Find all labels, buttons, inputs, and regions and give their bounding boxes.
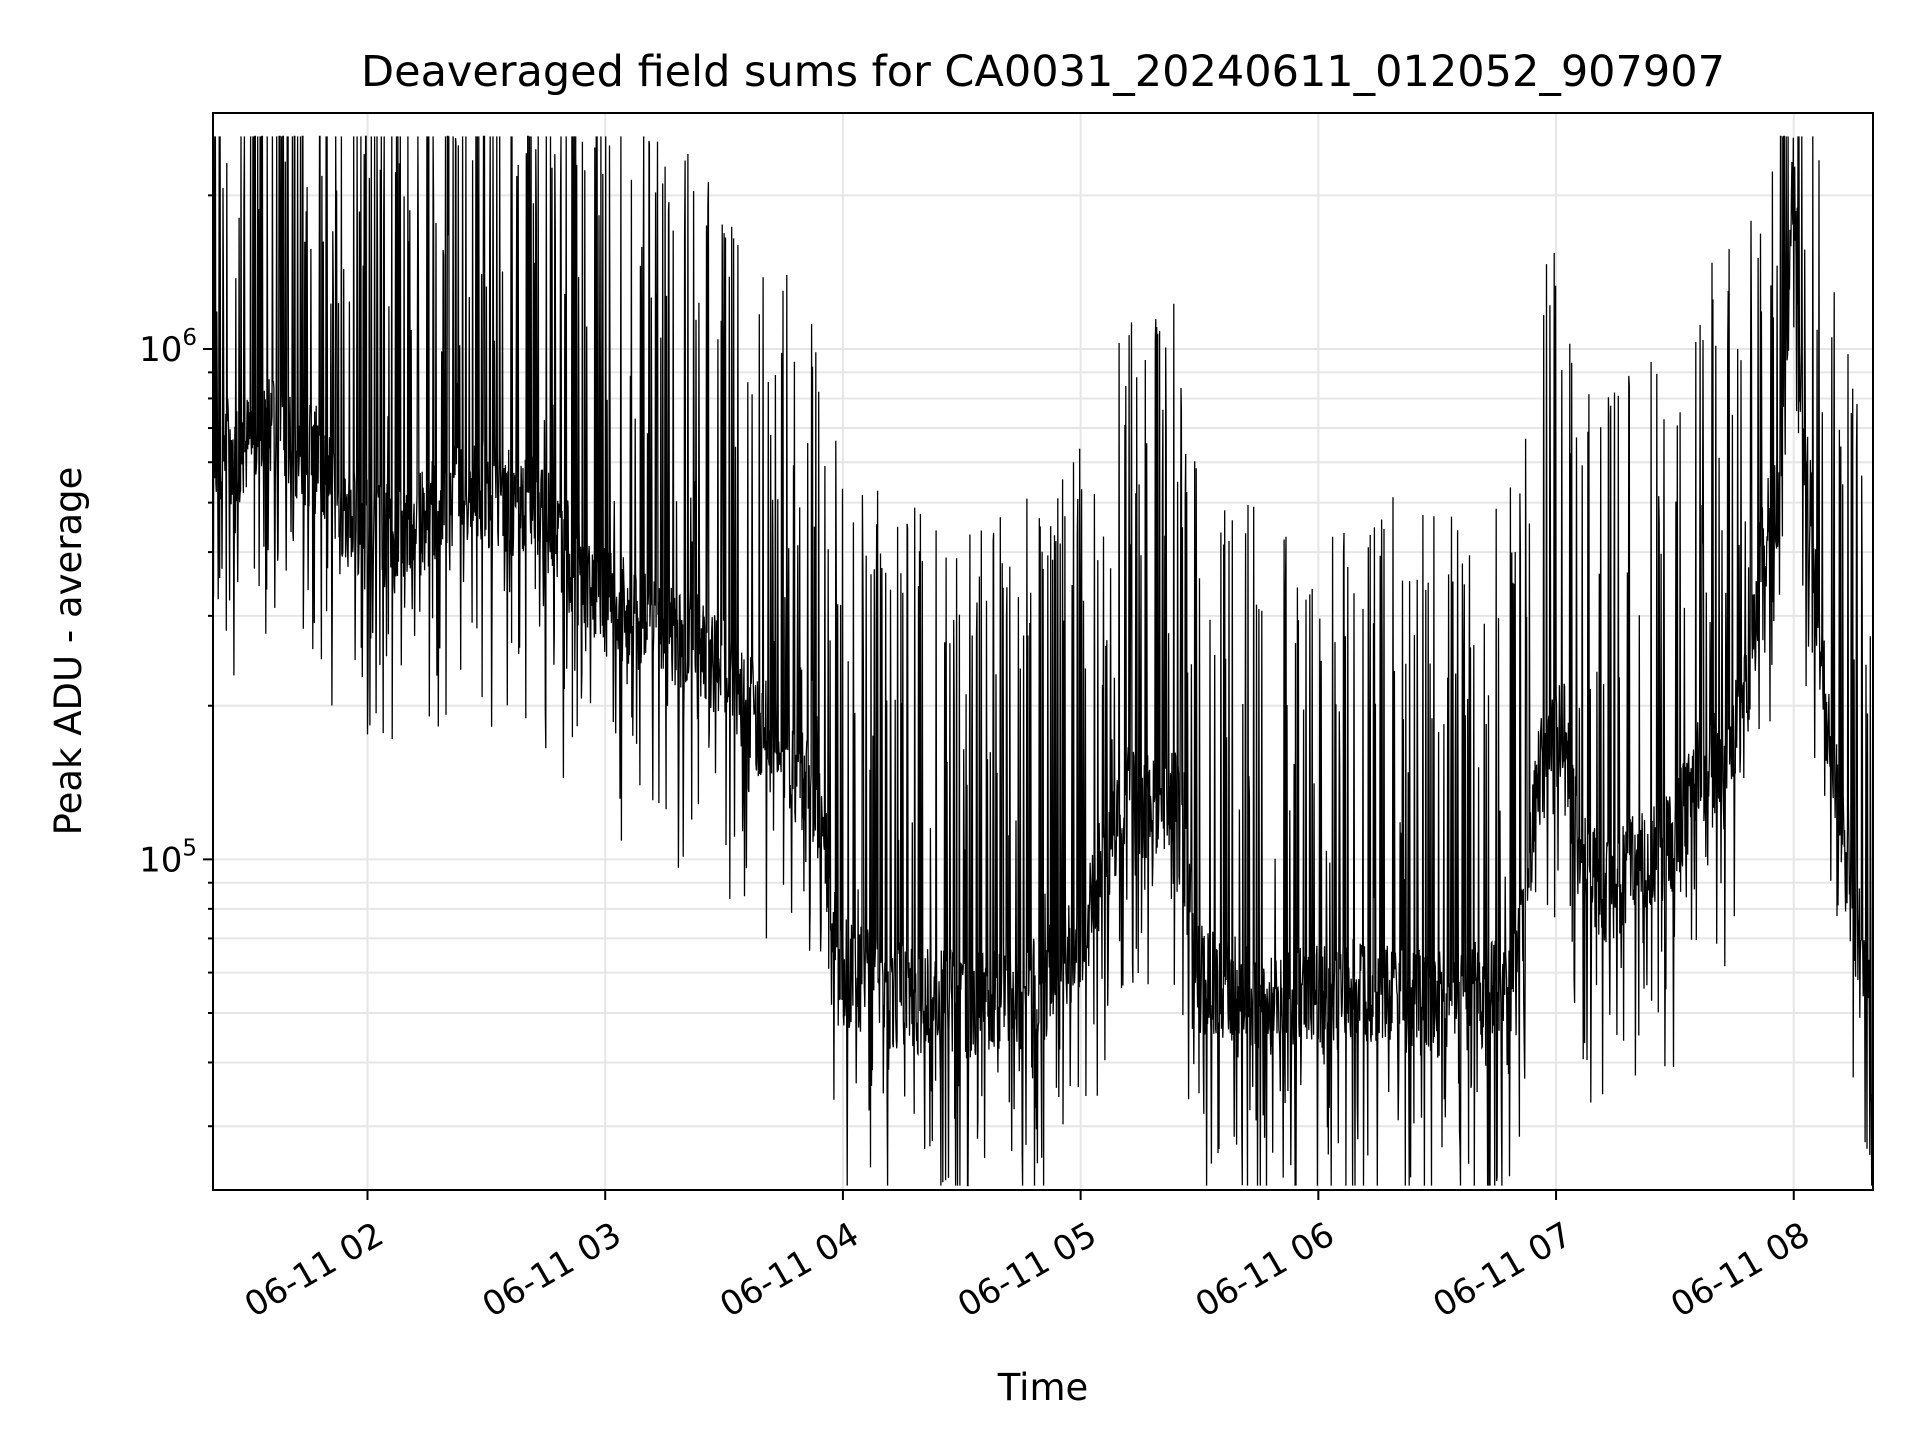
y-axis-label: Peak ADU - average [47, 467, 90, 836]
y-tick-label: 105 [139, 835, 197, 880]
series-line [213, 135, 1873, 1187]
data-layer [213, 135, 1873, 1187]
x-tick-label: 06-11 06 [1189, 1215, 1341, 1326]
plot-frame [212, 112, 1874, 1191]
x-tick-label: 06-11 02 [238, 1215, 390, 1326]
x-axis-label: Time [997, 1366, 1089, 1409]
x-tick-label: 06-11 04 [713, 1215, 865, 1326]
x-tick-label: 06-11 05 [951, 1215, 1103, 1326]
y-tick-label: 106 [139, 325, 197, 370]
chart-title: Deaveraged field sums for CA0031_2024061… [361, 47, 1725, 97]
x-tick-label: 06-11 03 [476, 1215, 628, 1326]
x-tick-label: 06-11 08 [1664, 1215, 1816, 1326]
x-tick-label: 06-11 07 [1427, 1215, 1579, 1326]
